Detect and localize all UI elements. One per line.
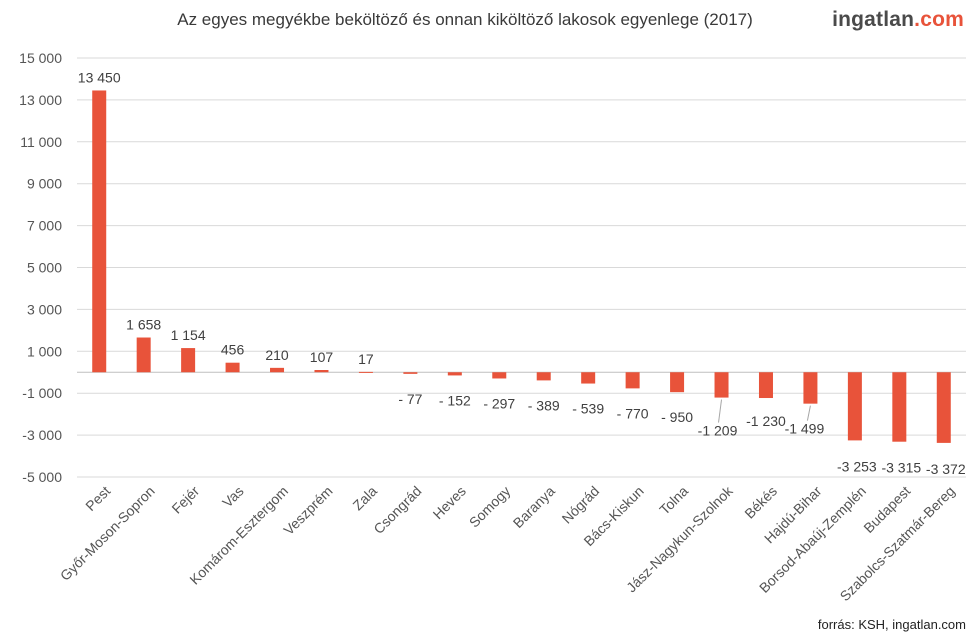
- source-note: forrás: KSH, ingatlan.com: [817, 617, 966, 632]
- y-tick-label: 3 000: [27, 301, 62, 317]
- leader-lines: [718, 399, 811, 423]
- x-category-label: Nógrád: [559, 483, 603, 527]
- y-tick-label: -3 000: [22, 427, 62, 443]
- data-label: 107: [310, 349, 334, 365]
- bar: [181, 348, 196, 373]
- y-tick-label: 13 000: [19, 92, 62, 108]
- data-label: - 152: [439, 392, 471, 408]
- data-label: 456: [221, 342, 245, 358]
- x-category-label: Veszprém: [280, 483, 335, 538]
- x-category-label: Baranya: [510, 483, 558, 531]
- chart-title: Az egyes megyékbe beköltöző és onnan kik…: [177, 10, 753, 29]
- bar: [92, 90, 107, 373]
- y-tick-label: -1 000: [22, 385, 62, 401]
- data-label: -3 372: [926, 461, 966, 477]
- bar: [492, 372, 507, 379]
- y-tick-label: 11 000: [20, 134, 62, 150]
- x-category-label: Heves: [430, 483, 469, 522]
- bar: [758, 372, 773, 399]
- y-tick-label: -5 000: [22, 469, 62, 485]
- x-category-label: Fejér: [168, 483, 202, 517]
- x-category-label: Pest: [82, 483, 113, 514]
- bar: [670, 372, 685, 393]
- data-label: -1 230: [746, 413, 786, 429]
- y-tick-label: 1 000: [27, 343, 62, 359]
- bar: [803, 372, 818, 404]
- brand-tld: .com: [914, 8, 964, 31]
- bar: [314, 370, 329, 373]
- data-label: 1 154: [171, 327, 206, 343]
- leader-line: [718, 399, 723, 423]
- bar: [358, 371, 373, 373]
- bar: [447, 372, 462, 376]
- y-tick-label: 15 000: [19, 50, 62, 66]
- data-label: -3 315: [881, 460, 921, 476]
- bar: [936, 372, 951, 443]
- bar: [270, 367, 285, 373]
- data-label: - 770: [617, 405, 649, 421]
- data-label: -1 209: [698, 423, 738, 439]
- x-category-label: Tolna: [656, 483, 691, 518]
- data-label: 13 450: [78, 69, 121, 85]
- brand-logo: ingatlan.com: [832, 8, 964, 32]
- data-label: - 539: [572, 401, 604, 417]
- bar: [581, 372, 596, 384]
- bar: [625, 372, 640, 389]
- x-category-label: Csongrád: [370, 483, 424, 537]
- data-label: 210: [265, 347, 289, 363]
- bar: [847, 372, 862, 441]
- bar: [536, 372, 551, 381]
- x-category-label: Zala: [349, 483, 380, 514]
- bar: [136, 337, 151, 373]
- bar: [225, 362, 240, 373]
- bars: [92, 90, 951, 443]
- bar: [892, 372, 907, 442]
- x-category-label: Békés: [741, 483, 780, 522]
- y-axis-tick-labels: 15 000 13 000 11 000 9 000 7 000 5 000 3 000 1 …: [19, 50, 62, 485]
- bar: [714, 372, 729, 398]
- data-label: - 297: [483, 395, 515, 411]
- data-label: - 950: [661, 409, 693, 425]
- bar: [403, 372, 418, 374]
- data-label: - 77: [398, 391, 422, 407]
- data-labels: 13 450 1 658 1 154 456 210 107 17 - 77 - 152 - 29…: [78, 69, 966, 476]
- y-tick-label: 9 000: [27, 176, 62, 192]
- data-label: 1 658: [126, 317, 161, 333]
- data-label: 17: [358, 351, 374, 367]
- data-label: -3 253: [837, 458, 877, 474]
- brand-name: ingatlan: [832, 8, 915, 31]
- y-tick-label: 5 000: [27, 260, 62, 276]
- leader-line: [806, 405, 811, 421]
- x-category-label: Somogy: [466, 483, 514, 531]
- gridlines: [77, 57, 966, 478]
- data-label: -1 499: [785, 421, 825, 437]
- x-category-label: Vas: [219, 483, 247, 511]
- data-label: - 389: [528, 397, 560, 413]
- y-tick-label: 7 000: [27, 218, 62, 234]
